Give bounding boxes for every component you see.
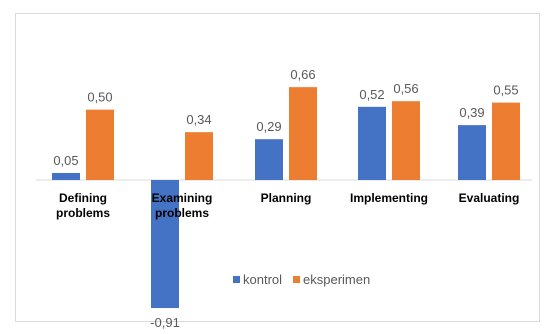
category-label-3: Implementing [350,191,428,205]
bar-eksperimen-0 [86,109,114,180]
data-label-kontrol-3: 0,52 [359,87,384,102]
bar-eksperimen-3 [392,101,420,180]
data-label-eksperimen-0: 0,50 [87,90,112,105]
category-label-1: Examining problems [152,191,213,220]
bar-eksperimen-4 [492,102,520,180]
data-label-kontrol-0: 0,05 [53,153,78,168]
data-label-eksperimen-2: 0,66 [290,67,315,82]
bar-kontrol-2 [255,139,283,180]
legend: kontrol eksperimen [233,272,370,287]
data-label-kontrol-2: 0,29 [256,119,281,134]
data-label-eksperimen-3: 0,56 [393,81,418,96]
bar-kontrol-0 [52,172,80,180]
legend-label-kontrol: kontrol [243,272,282,287]
legend-label-eksperimen: eksperimen [303,272,370,287]
bar-eksperimen-1 [185,132,213,180]
bar-eksperimen-2 [289,87,317,180]
data-label-eksperimen-4: 0,55 [493,83,518,98]
bar-kontrol-4 [458,125,486,180]
bar-kontrol-1 [151,180,179,309]
bar-kontrol-3 [358,106,386,180]
category-label-4: Evaluating [459,191,520,205]
data-label-kontrol-4: 0,39 [459,105,484,120]
category-label-2: Planning [261,191,312,205]
legend-swatch-eksperimen [293,276,300,283]
data-label-kontrol-1: -0,91 [150,315,180,330]
data-label-eksperimen-1: 0,34 [186,112,211,127]
legend-swatch-kontrol [233,276,240,283]
category-label-0: Defining problems [56,191,110,220]
